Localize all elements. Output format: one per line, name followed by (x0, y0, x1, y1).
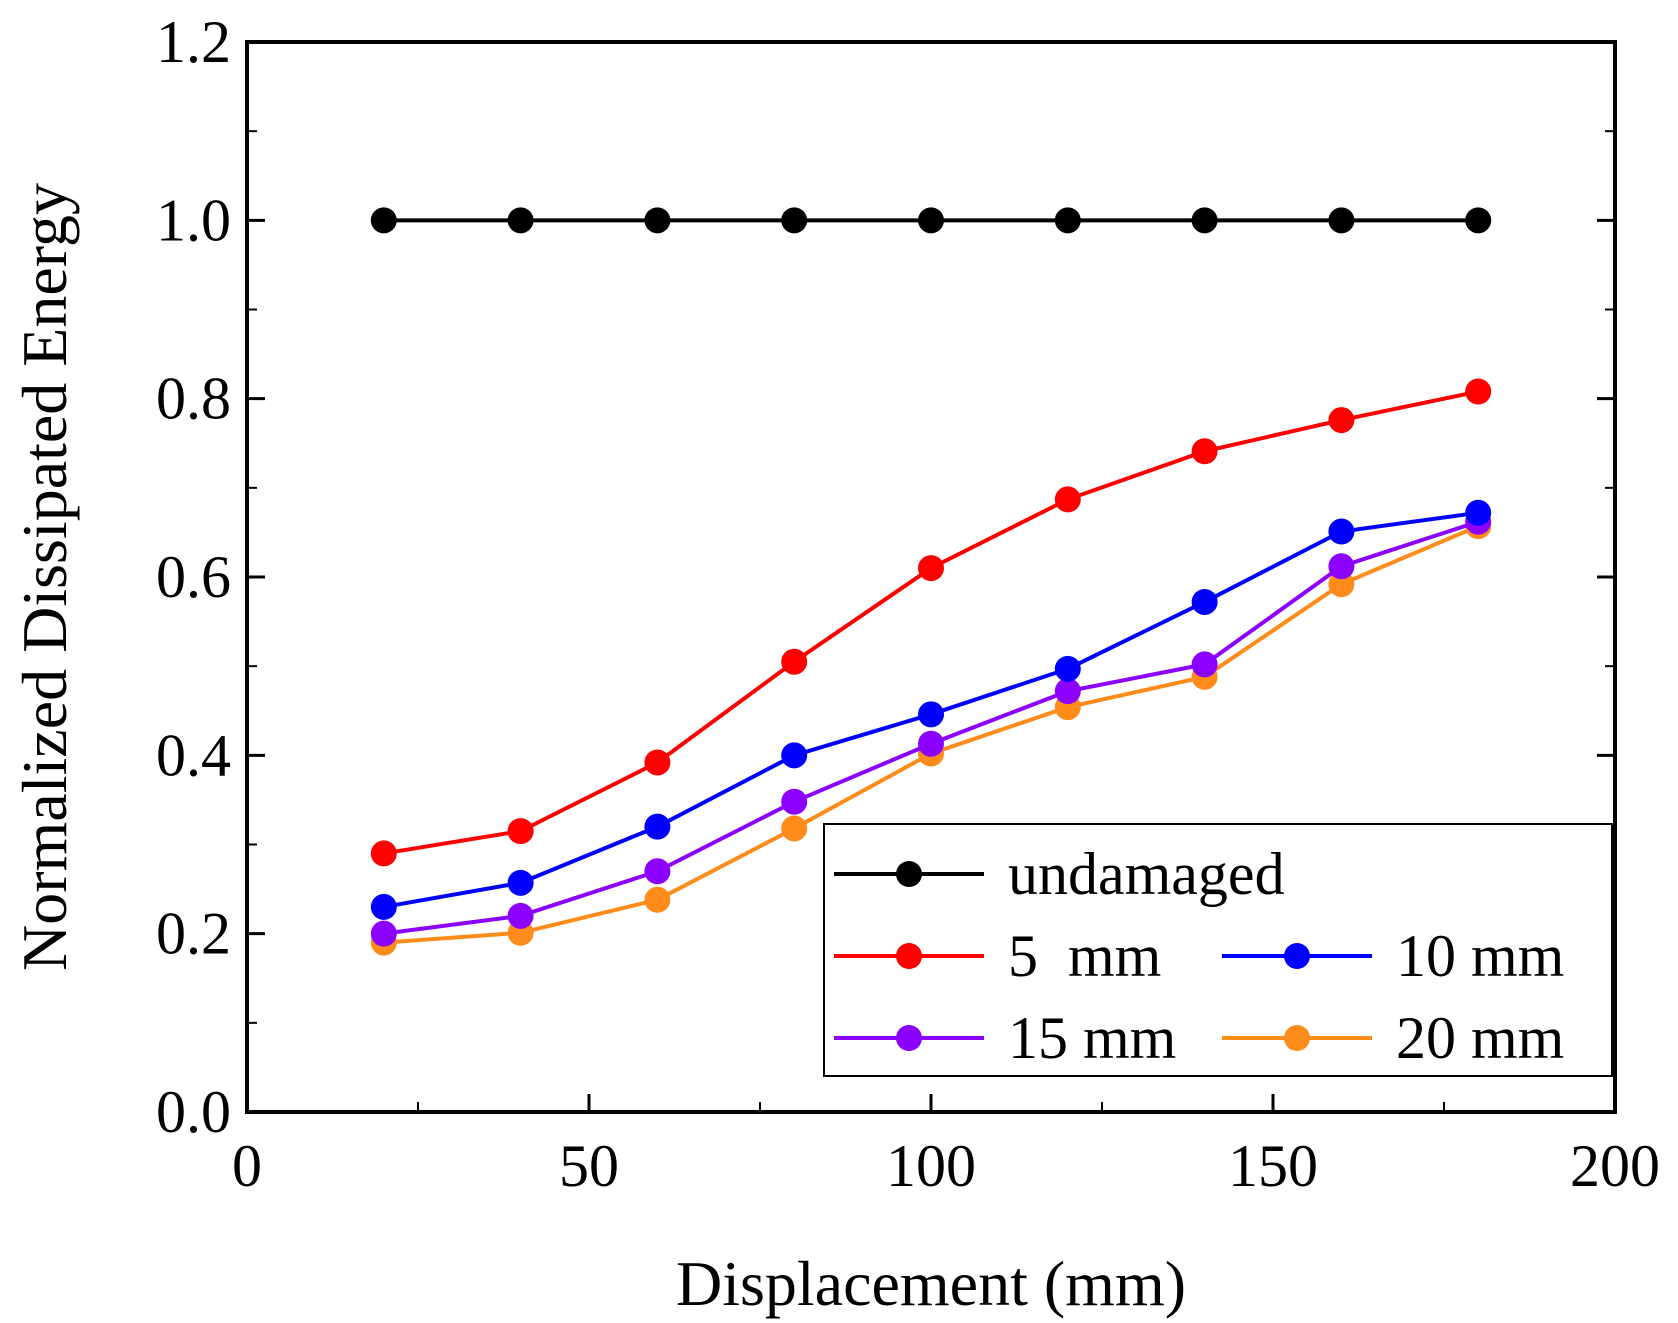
legend-entry: 5 mm (834, 923, 1161, 989)
data-point (644, 886, 671, 913)
data-point (370, 207, 397, 234)
y-tick-label: 0.2 (156, 901, 231, 967)
data-point (781, 207, 808, 234)
x-tick-label: 0 (232, 1133, 262, 1199)
data-point (507, 869, 534, 896)
data-point (507, 207, 534, 234)
data-point (918, 701, 944, 728)
data-point (1328, 207, 1355, 234)
data-point (644, 749, 671, 776)
data-point (1191, 588, 1218, 615)
legend-label: 15 mm (1008, 1005, 1176, 1071)
legend-swatch-marker (896, 1025, 922, 1051)
series-line (383, 389, 1479, 856)
legend-entry: 20 mm (1222, 1005, 1564, 1071)
data-point (1054, 678, 1081, 705)
data-point (1328, 571, 1355, 598)
legend-label: undamaged (1008, 841, 1285, 907)
series-3 (370, 508, 1492, 947)
legend-entry: 15 mm (834, 1005, 1176, 1071)
legend-swatch-marker (1284, 1025, 1310, 1051)
data-point (644, 813, 671, 840)
data-point (644, 858, 671, 885)
series-0 (370, 207, 1492, 234)
data-point (644, 207, 671, 234)
y-tick-label: 0.6 (156, 544, 231, 610)
data-point (1054, 486, 1081, 513)
y-axis-title: Normalized Dissipated Energy (9, 183, 80, 971)
data-point (918, 730, 944, 757)
y-axis-ticks: 0.0 0.2 0.4 0.6 0.8 1.0 1.2 (156, 9, 1615, 1145)
data-point (1328, 518, 1355, 545)
data-point (918, 555, 944, 582)
legend-entry: 10 mm (1222, 923, 1564, 989)
series-1 (370, 378, 1492, 867)
legend: undamaged 5 mm 10 mm 15 mm 20 mm (823, 823, 1613, 1077)
y-tick-label: 0.4 (156, 722, 231, 788)
data-point (1191, 438, 1218, 465)
data-point (1054, 207, 1081, 234)
data-point (781, 742, 808, 769)
data-point (1465, 207, 1492, 234)
data-point (781, 815, 808, 842)
data-point (1191, 207, 1218, 234)
series-group (370, 207, 1492, 956)
data-point (1465, 499, 1492, 526)
y-tick-label: 0.8 (156, 366, 231, 432)
data-point (370, 840, 397, 867)
y-tick-label: 1.2 (156, 9, 231, 75)
data-point (1054, 655, 1081, 682)
y-tick-label: 0.0 (156, 1079, 231, 1145)
legend-entry: undamaged (834, 841, 1285, 907)
data-point (370, 920, 397, 947)
x-axis-title: Displacement (mm) (676, 1248, 1186, 1319)
x-tick-label: 100 (886, 1133, 976, 1199)
data-point (781, 788, 808, 815)
data-point (370, 893, 397, 920)
y-tick-label: 1.0 (156, 187, 231, 253)
data-point (1191, 651, 1218, 678)
data-point (1465, 378, 1492, 405)
legend-label: 5 mm (1008, 923, 1161, 989)
data-point (1328, 553, 1355, 580)
x-axis-ticks: 0 50 100 150 200 (232, 1094, 1660, 1199)
x-tick-label: 200 (1570, 1133, 1660, 1199)
series-2 (370, 499, 1492, 920)
legend-swatch-marker (1284, 943, 1310, 969)
x-tick-label: 150 (1228, 1133, 1318, 1199)
legend-swatch-marker (896, 861, 922, 887)
x-tick-label: 50 (559, 1133, 619, 1199)
data-point (507, 902, 534, 929)
data-point (781, 648, 808, 675)
legend-label: 10 mm (1396, 923, 1564, 989)
legend-swatch-marker (896, 943, 922, 969)
legend-label: 20 mm (1396, 1005, 1564, 1071)
data-point (507, 818, 534, 845)
data-point (1328, 407, 1355, 434)
legend-box (823, 823, 1613, 1077)
data-point (918, 207, 944, 234)
